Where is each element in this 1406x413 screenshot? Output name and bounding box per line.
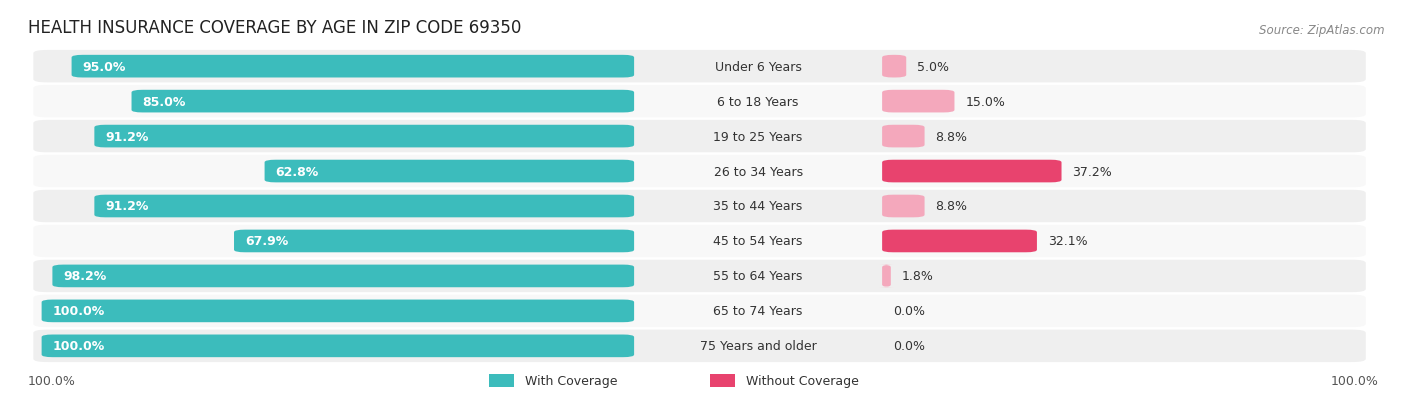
FancyBboxPatch shape <box>94 195 634 218</box>
Text: 100.0%: 100.0% <box>28 375 76 387</box>
Text: 0.0%: 0.0% <box>893 305 925 318</box>
Text: 45 to 54 Years: 45 to 54 Years <box>713 235 803 248</box>
FancyBboxPatch shape <box>72 56 634 78</box>
FancyBboxPatch shape <box>94 126 634 148</box>
Text: With Coverage: With Coverage <box>526 374 617 387</box>
FancyBboxPatch shape <box>132 90 634 113</box>
FancyBboxPatch shape <box>34 121 1365 153</box>
FancyBboxPatch shape <box>34 295 1365 328</box>
Text: 98.2%: 98.2% <box>63 270 107 283</box>
Text: 19 to 25 Years: 19 to 25 Years <box>713 130 803 143</box>
Text: 5.0%: 5.0% <box>917 61 949 74</box>
Text: 32.1%: 32.1% <box>1047 235 1088 248</box>
FancyBboxPatch shape <box>34 51 1365 83</box>
Text: 15.0%: 15.0% <box>966 95 1005 108</box>
FancyBboxPatch shape <box>882 160 1062 183</box>
Text: 8.8%: 8.8% <box>935 130 967 143</box>
Text: 85.0%: 85.0% <box>142 95 186 108</box>
FancyBboxPatch shape <box>34 225 1365 258</box>
Text: 75 Years and older: 75 Years and older <box>700 339 817 352</box>
Text: 6 to 18 Years: 6 to 18 Years <box>717 95 799 108</box>
FancyBboxPatch shape <box>42 335 634 357</box>
Text: 0.0%: 0.0% <box>893 339 925 352</box>
FancyBboxPatch shape <box>34 330 1365 362</box>
Text: HEALTH INSURANCE COVERAGE BY AGE IN ZIP CODE 69350: HEALTH INSURANCE COVERAGE BY AGE IN ZIP … <box>28 19 522 37</box>
Text: 37.2%: 37.2% <box>1073 165 1112 178</box>
Text: 95.0%: 95.0% <box>83 61 127 74</box>
FancyBboxPatch shape <box>264 160 634 183</box>
Text: 55 to 64 Years: 55 to 64 Years <box>713 270 803 283</box>
FancyBboxPatch shape <box>882 230 1038 253</box>
FancyBboxPatch shape <box>34 155 1365 188</box>
FancyBboxPatch shape <box>34 85 1365 118</box>
FancyBboxPatch shape <box>34 260 1365 292</box>
FancyBboxPatch shape <box>882 195 925 218</box>
Text: 65 to 74 Years: 65 to 74 Years <box>713 305 803 318</box>
Text: 91.2%: 91.2% <box>105 200 149 213</box>
Text: Source: ZipAtlas.com: Source: ZipAtlas.com <box>1260 24 1385 37</box>
Bar <box>710 374 735 387</box>
FancyBboxPatch shape <box>233 230 634 253</box>
Text: 100.0%: 100.0% <box>1330 375 1378 387</box>
FancyBboxPatch shape <box>52 265 634 287</box>
Text: 8.8%: 8.8% <box>935 200 967 213</box>
Text: 1.8%: 1.8% <box>901 270 934 283</box>
Text: 91.2%: 91.2% <box>105 130 149 143</box>
FancyBboxPatch shape <box>882 126 925 148</box>
Text: 62.8%: 62.8% <box>276 165 319 178</box>
Text: 35 to 44 Years: 35 to 44 Years <box>713 200 803 213</box>
Text: 26 to 34 Years: 26 to 34 Years <box>714 165 803 178</box>
FancyBboxPatch shape <box>880 265 893 287</box>
Bar <box>489 374 515 387</box>
Text: 100.0%: 100.0% <box>52 339 105 352</box>
FancyBboxPatch shape <box>882 90 955 113</box>
FancyBboxPatch shape <box>42 300 634 323</box>
Text: Under 6 Years: Under 6 Years <box>714 61 801 74</box>
Text: 67.9%: 67.9% <box>245 235 288 248</box>
FancyBboxPatch shape <box>34 190 1365 223</box>
Text: Without Coverage: Without Coverage <box>745 374 859 387</box>
FancyBboxPatch shape <box>882 56 907 78</box>
Text: 100.0%: 100.0% <box>52 305 105 318</box>
